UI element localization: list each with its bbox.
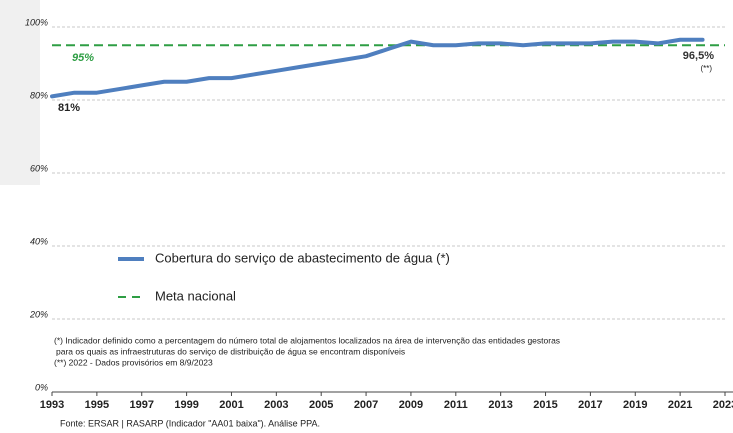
annotation: 81% [58, 102, 80, 114]
y-tick-label: 100% [25, 17, 48, 27]
x-tick-label: 1999 [174, 399, 198, 411]
legend-label: Cobertura do serviço de abastecimento de… [155, 250, 450, 265]
x-tick-label: 2009 [399, 399, 423, 411]
legend-label: Meta nacional [155, 288, 236, 303]
x-tick-label: 1993 [40, 399, 64, 411]
x-tick-label: 2003 [264, 399, 288, 411]
annotation: 95% [72, 52, 94, 64]
series-line [50, 37, 705, 99]
note: (*) Indicador definido como a percentage… [54, 335, 560, 345]
x-tick-label: 2021 [668, 399, 692, 411]
chart-area [40, 0, 733, 412]
x-tick-label: 2019 [623, 399, 647, 411]
x-tick-label: 2011 [444, 399, 468, 411]
x-tick-label: 2023 [713, 399, 733, 411]
note: para os quais as infraestruturas do serv… [56, 346, 405, 356]
annotation: (**) [700, 64, 712, 73]
y-tick-label: 20% [29, 309, 48, 319]
y-tick-label: 40% [30, 236, 48, 246]
x-tick-label: 2017 [578, 399, 602, 411]
x-tick-label: 2015 [533, 399, 557, 411]
note: (**) 2022 - Dados provisórios em 8/9/202… [54, 357, 213, 367]
source: Fonte: ERSAR | RASARP (Indicador "AA01 b… [60, 418, 320, 428]
y-tick-label: 80% [30, 90, 48, 100]
side-panel [0, 0, 40, 185]
x-tick-label: 2005 [309, 399, 333, 411]
y-tick-label: 60% [30, 163, 48, 173]
x-tick-label: 1995 [85, 399, 109, 411]
x-tick-label: 2007 [354, 399, 378, 411]
y-tick-label: 0% [35, 382, 48, 392]
x-tick-label: 2013 [488, 399, 512, 411]
x-tick-label: 1997 [129, 399, 153, 411]
x-tick-label: 2001 [219, 399, 243, 411]
annotation: 96,5% [683, 50, 714, 62]
